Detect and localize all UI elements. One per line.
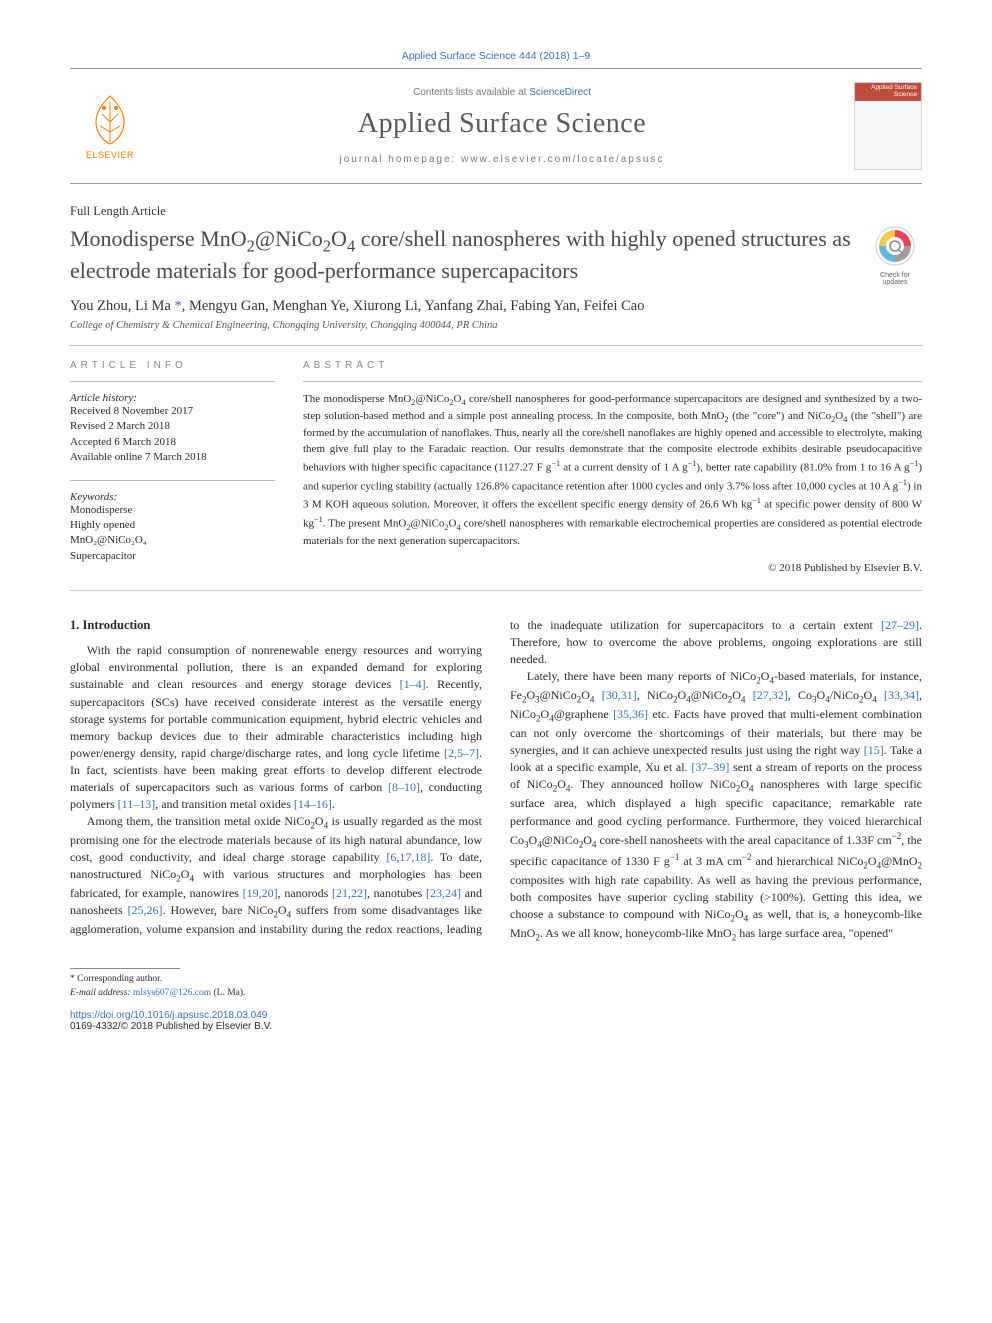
article-info-heading: ARTICLE INFO — [70, 360, 275, 371]
footer-row: https://doi.org/10.1016/j.apsusc.2018.03… — [70, 1010, 922, 1032]
article-info-column: ARTICLE INFO Article history: Received 8… — [70, 360, 275, 574]
history-received: Received 8 November 2017 — [70, 404, 275, 419]
crossmark-icon — [874, 225, 916, 267]
divider — [70, 590, 922, 591]
history-accepted: Accepted 6 March 2018 — [70, 435, 275, 450]
abstract-heading: ABSTRACT — [303, 360, 922, 371]
corresponding-author-note: * Corresponding author. — [70, 973, 922, 986]
contents-prefix: Contents lists available at — [413, 87, 529, 98]
elsevier-logo[interactable]: ELSEVIER — [70, 81, 150, 171]
cover-title: Applied Surface Science — [855, 83, 921, 101]
abstract-copyright: © 2018 Published by Elsevier B.V. — [303, 562, 922, 574]
check-updates-badge[interactable]: Check for updates — [868, 225, 922, 286]
footnote-separator — [70, 968, 180, 969]
author-email[interactable]: mlsys607@126.com — [133, 988, 211, 998]
email-line: E-mail address: mlsys607@126.com (L. Ma)… — [70, 987, 922, 1000]
article-type: Full Length Article — [70, 204, 922, 219]
abstract-column: ABSTRACT The monodisperse MnO2@NiCo2O4 c… — [303, 360, 922, 574]
history-label: Article history: — [70, 392, 275, 404]
history-online: Available online 7 March 2018 — [70, 450, 275, 465]
issn-copyright: 0169-4332/© 2018 Published by Elsevier B… — [70, 1021, 272, 1032]
keyword: Monodisperse — [70, 503, 275, 518]
journal-name: Applied Surface Science — [150, 108, 854, 140]
section-heading-intro: 1. Introduction — [70, 617, 482, 635]
history-revised: Revised 2 March 2018 — [70, 419, 275, 434]
keyword: Supercapacitor — [70, 549, 275, 564]
keyword: Highly opened — [70, 518, 275, 533]
divider — [70, 345, 922, 346]
sciencedirect-link[interactable]: ScienceDirect — [529, 87, 591, 98]
masthead: ELSEVIER Contents lists available at Sci… — [70, 68, 922, 184]
elsevier-wordmark: ELSEVIER — [86, 150, 134, 160]
body-text: 1. Introduction With the rapid consumpti… — [70, 617, 922, 945]
check-updates-label: Check for updates — [868, 272, 922, 286]
body-paragraph: With the rapid consumption of nonrenewab… — [70, 642, 482, 812]
affiliation: College of Chemistry & Chemical Engineer… — [70, 320, 922, 331]
contents-line: Contents lists available at ScienceDirec… — [150, 87, 854, 98]
email-suffix: (L. Ma). — [211, 988, 245, 998]
journal-reference: Applied Surface Science 444 (2018) 1–9 — [70, 50, 922, 62]
journal-homepage[interactable]: journal homepage: www.elsevier.com/locat… — [150, 154, 854, 165]
keyword: MnO₂@NiCo₂O₄ — [70, 533, 275, 548]
journal-cover-thumbnail[interactable]: Applied Surface Science — [854, 82, 922, 170]
email-label: E-mail address: — [70, 988, 133, 998]
authors: You Zhou, Li Ma *, Mengyu Gan, Menghan Y… — [70, 298, 922, 315]
abstract-text: The monodisperse MnO2@NiCo2O4 core/shell… — [303, 392, 922, 550]
elsevier-tree-icon — [82, 92, 138, 148]
doi-link[interactable]: https://doi.org/10.1016/j.apsusc.2018.03… — [70, 1010, 272, 1021]
article-title: Monodisperse MnO2@NiCo2O4 core/shell nan… — [70, 225, 868, 285]
body-paragraph: Lately, there have been many reports of … — [510, 668, 922, 944]
keywords-label: Keywords: — [70, 491, 275, 503]
